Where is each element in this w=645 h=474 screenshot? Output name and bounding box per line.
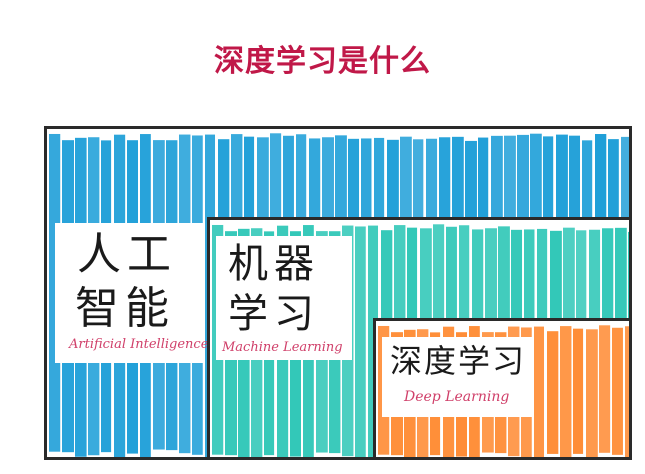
ai-label-line1: 人工 (77, 229, 177, 280)
dl-label-area: 深度学习 Deep Learning (382, 337, 532, 417)
ml-english-label: Machine Learning (222, 340, 343, 355)
ai-label-line2: 智能 (75, 283, 175, 334)
page-title: 深度学习是什么 (214, 44, 431, 79)
ai-box: 人工 智能 Artificial Intelligence 机器 学习 Mach… (44, 126, 632, 460)
ai-english-label: Artificial Intelligence (69, 337, 209, 352)
ml-label-line2: 学习 (228, 291, 320, 337)
ml-label-line1: 机器 (228, 241, 320, 287)
ai-label-area: 人工 智能 Artificial Intelligence (55, 223, 208, 363)
ml-box: 机器 学习 Machine Learning 深度学习 Deep Learnin… (207, 217, 629, 457)
dl-english-label: Deep Learning (404, 389, 510, 405)
ml-label-area: 机器 学习 Machine Learning (216, 236, 352, 360)
dl-box: 深度学习 Deep Learning (373, 318, 629, 457)
dl-label-line1: 深度学习 (390, 342, 527, 380)
